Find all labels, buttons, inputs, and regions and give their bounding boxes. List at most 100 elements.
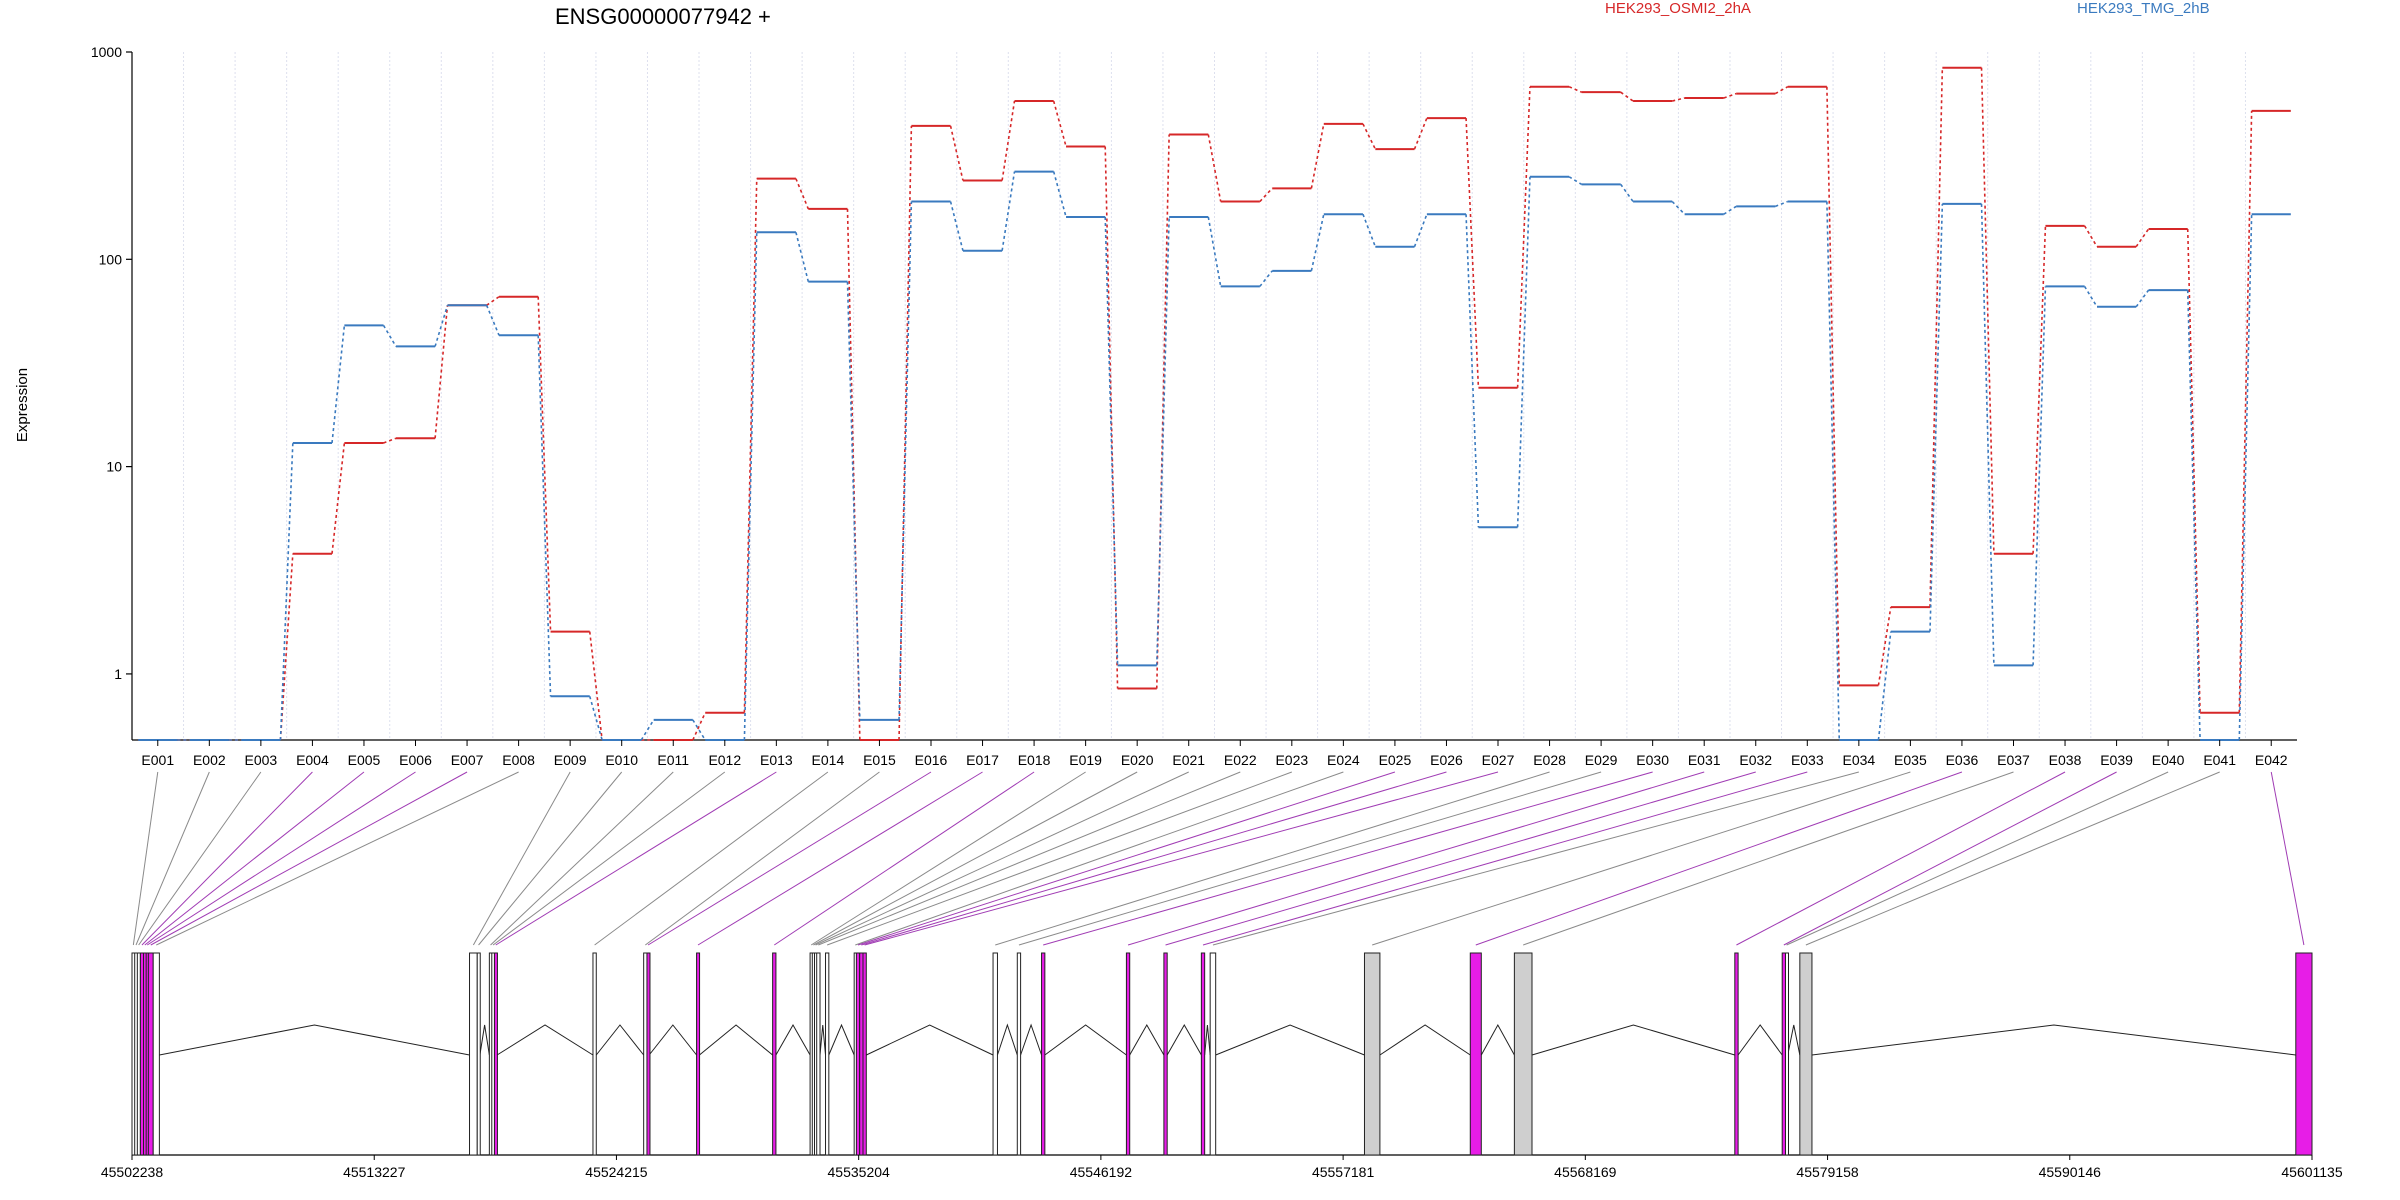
intron-line	[1480, 1023, 1515, 1056]
series-1-link	[1104, 216, 1119, 666]
exon-label: E002	[193, 752, 226, 768]
exon-connector	[697, 771, 983, 946]
exon-tick-labels: E001 E002 E003 E004 E005 E006 E007 E008 E009 E010…	[141, 740, 2288, 768]
exon-box	[862, 952, 867, 1156]
series-1-link	[692, 719, 706, 741]
exon-connector	[1372, 771, 1911, 946]
y-tick-label: 100	[99, 251, 123, 267]
exon-connector	[594, 771, 829, 946]
series-1-link	[2083, 286, 2098, 308]
exon-connector	[810, 771, 1086, 946]
exon-connector	[1805, 771, 2220, 946]
exon-connector-lines	[132, 771, 2305, 946]
exon-label: E039	[2100, 752, 2133, 768]
exon-label: E007	[451, 752, 484, 768]
exon-box	[992, 952, 998, 1156]
position-label: 45557181	[1312, 1164, 1375, 1180]
intron-line	[1020, 1023, 1043, 1056]
series-0-link	[1362, 123, 1377, 150]
exon-label: E022	[1224, 752, 1257, 768]
series-1-link	[1516, 176, 1531, 528]
plot-axes: 1 10 100 1000	[91, 44, 2297, 741]
series-1-link	[949, 201, 964, 251]
series-0-link	[743, 178, 758, 713]
exon-label: E025	[1379, 752, 1412, 768]
series-0-link	[1465, 118, 1480, 388]
exon-connector	[495, 771, 777, 946]
series-0-link	[1620, 91, 1634, 102]
series-0-link	[2083, 225, 2098, 248]
exon-connector	[1786, 771, 2169, 946]
y-tick-label: 1000	[91, 44, 122, 60]
exon-box	[147, 952, 154, 1156]
exon-box	[136, 952, 141, 1156]
exon-label: E031	[1688, 752, 1721, 768]
series-0-link	[2238, 110, 2253, 713]
exon-label: E017	[966, 752, 999, 768]
legend-entry-series-0: HEK293_OSMI2_2hA	[1605, 0, 1751, 17]
exon-connector	[857, 771, 1396, 946]
exon-connector	[1018, 771, 1602, 946]
intron-line	[699, 1024, 773, 1056]
exon-connector	[2270, 771, 2305, 946]
exon-connector	[478, 771, 623, 946]
series-1-link	[1826, 201, 1841, 741]
series-0-link	[1001, 100, 1016, 181]
exon-label: E034	[1842, 752, 1875, 768]
exon-connector	[861, 771, 1447, 946]
series-0-link	[1516, 86, 1531, 388]
position-label: 45568169	[1554, 1164, 1617, 1180]
series-1-link	[331, 325, 346, 444]
genomic-position-labels: 45502238 45513227 45524215 45535204 45546192…	[101, 1155, 2343, 1180]
series-0-link	[588, 631, 603, 741]
exon-box	[469, 952, 478, 1156]
series-1-link	[588, 696, 603, 741]
exon-label: E020	[1121, 752, 1154, 768]
series-1-link	[1001, 171, 1016, 251]
exon-box	[1163, 952, 1168, 1156]
series-0-link	[1723, 92, 1737, 99]
exon-box	[1469, 952, 1482, 1156]
series-1-link	[382, 324, 397, 347]
intron-line	[479, 1024, 490, 1056]
exon-connector	[1523, 771, 2014, 946]
exon-connector	[1736, 771, 2066, 946]
exon-label: E018	[1018, 752, 1051, 768]
series-0-link	[898, 125, 913, 741]
series-1-link	[846, 281, 861, 720]
exon-label: E008	[502, 752, 535, 768]
position-label: 45502238	[101, 1164, 164, 1180]
intron-line	[496, 1024, 594, 1056]
exon-connector	[647, 771, 932, 946]
exon-label: E013	[760, 752, 793, 768]
intron-line	[996, 1023, 1018, 1056]
exon-box	[1016, 952, 1022, 1156]
exon-label: E041	[2203, 752, 2236, 768]
exon-box	[1041, 952, 1046, 1156]
exon-connector	[492, 771, 726, 946]
series-0-link	[1155, 134, 1170, 689]
exon-box	[2295, 952, 2313, 1156]
exon-connector	[1475, 771, 1963, 946]
series-0-link	[1672, 97, 1685, 102]
series-1-link	[434, 305, 449, 347]
series-1-link	[1465, 214, 1480, 528]
intron-line	[1787, 1024, 1801, 1056]
exon-label: E027	[1482, 752, 1515, 768]
series-1-link	[1929, 203, 1944, 632]
exon-connector	[146, 771, 416, 946]
exon-label: E028	[1533, 752, 1566, 768]
position-label: 45513227	[343, 1164, 406, 1180]
exon-connector	[773, 771, 1035, 946]
series-lines	[138, 66, 2291, 741]
position-label: 45524215	[585, 1164, 648, 1180]
exon-label: E024	[1327, 752, 1360, 768]
exon-box	[152, 952, 160, 1156]
series-1-link	[1052, 171, 1067, 218]
exon-label: E014	[812, 752, 845, 768]
series-0-link	[537, 296, 552, 632]
exon-box	[696, 952, 701, 1156]
exon-box	[1799, 952, 1813, 1156]
series-1-link	[640, 719, 655, 741]
